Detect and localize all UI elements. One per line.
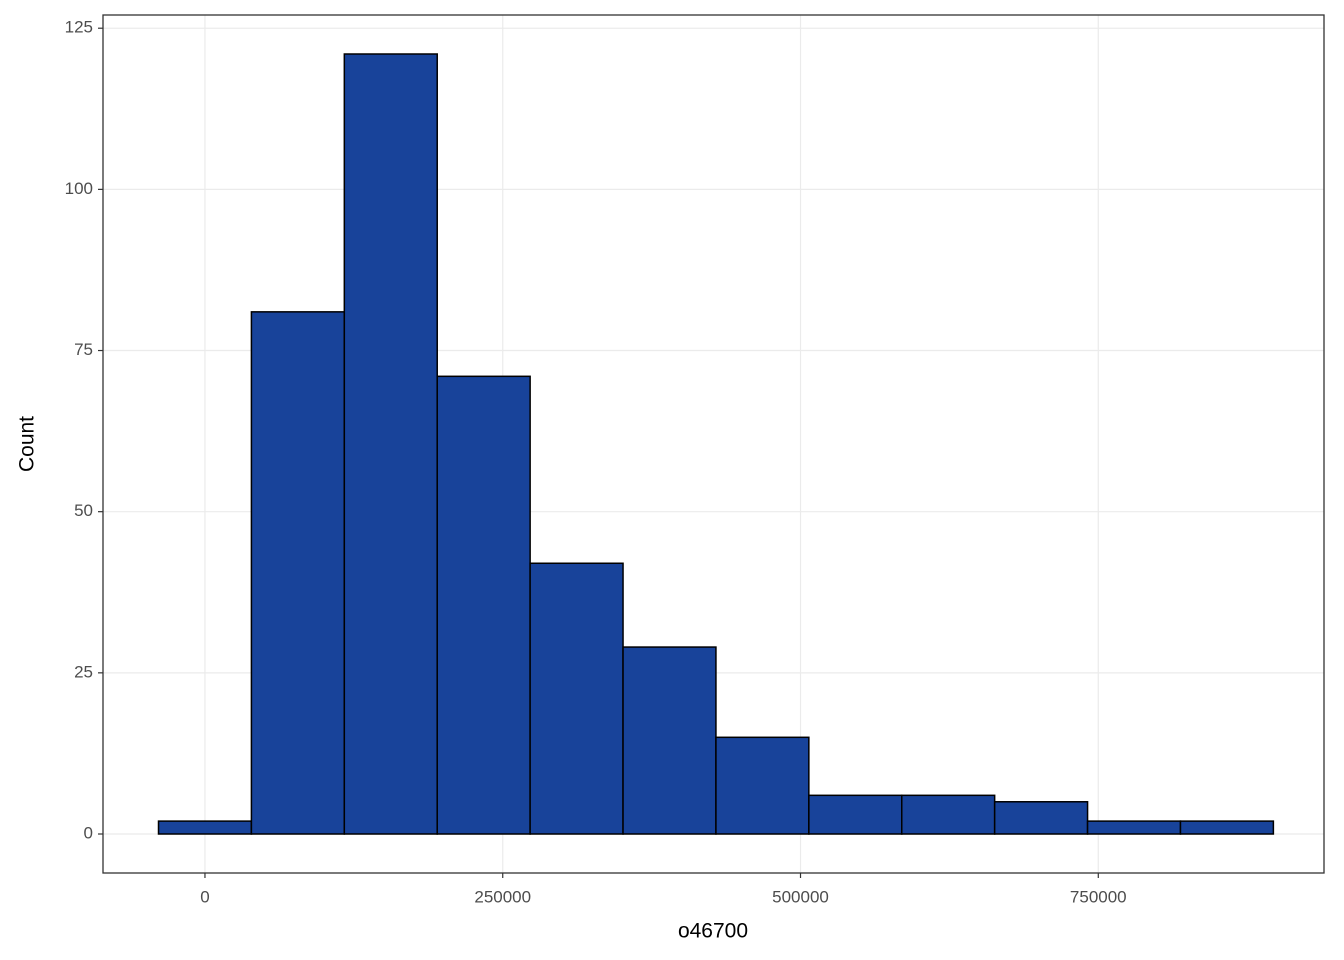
- x-tick-label: 500000: [772, 887, 829, 906]
- panel-border: [102, 14, 1325, 874]
- bar: [529, 562, 624, 835]
- y-tick-label: 100: [65, 179, 93, 198]
- bar: [715, 736, 810, 835]
- x-axis-title: o46700: [678, 920, 748, 943]
- y-tick-label: 25: [74, 662, 93, 681]
- bar: [808, 794, 903, 835]
- bar: [993, 801, 1089, 835]
- bar: [343, 53, 438, 835]
- x-tick-label: 750000: [1070, 887, 1127, 906]
- y-tick-label: 125: [65, 18, 93, 37]
- x-tick-label: 0: [200, 887, 209, 906]
- bar: [436, 375, 531, 835]
- bar: [901, 794, 996, 835]
- bar: [1179, 820, 1275, 835]
- bar: [622, 646, 717, 835]
- x-tick-label: 250000: [474, 887, 531, 906]
- bar: [1086, 820, 1182, 835]
- bar: [157, 820, 253, 835]
- y-axis-title: Count: [16, 416, 39, 472]
- bar: [250, 311, 346, 835]
- y-tick-label: 75: [74, 340, 93, 359]
- y-tick-label: 50: [74, 501, 93, 520]
- y-tick-label: 0: [84, 823, 93, 842]
